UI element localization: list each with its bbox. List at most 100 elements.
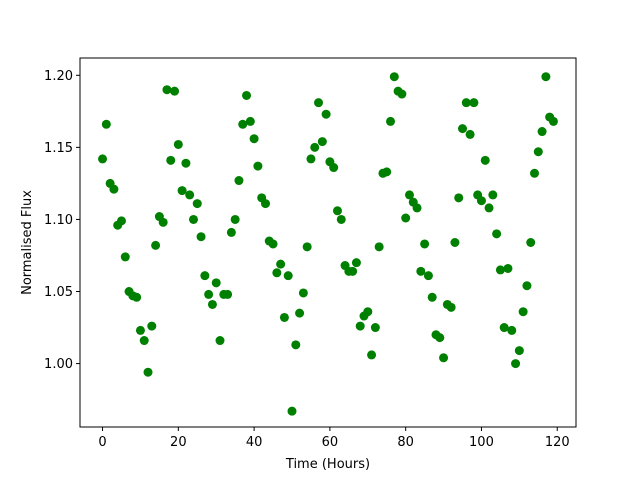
data-point: [469, 98, 479, 108]
data-point: [382, 167, 392, 177]
data-point: [249, 134, 259, 144]
data-point: [321, 109, 331, 119]
data-point: [537, 127, 547, 137]
data-points: [98, 72, 558, 416]
data-point: [548, 116, 558, 126]
data-point: [495, 265, 505, 275]
data-point: [522, 281, 532, 291]
data-point: [177, 186, 187, 196]
data-point: [450, 238, 460, 247]
data-point: [348, 266, 358, 276]
data-point: [192, 199, 202, 209]
data-point: [260, 199, 270, 209]
data-point: [507, 325, 517, 335]
data-point: [503, 263, 513, 273]
x-tick-label: 100: [469, 435, 494, 450]
y-axis-label: Normalised Flux: [20, 190, 35, 295]
data-point: [458, 124, 468, 134]
data-point: [276, 259, 286, 269]
data-point: [476, 196, 486, 206]
y-tick-label: 1.10: [44, 213, 73, 228]
data-point: [306, 154, 316, 164]
data-point: [454, 193, 464, 203]
data-point: [170, 86, 180, 96]
data-point: [245, 116, 255, 126]
data-point: [492, 229, 502, 239]
x-axis-ticks: 0 20 40 60 80 100 120: [98, 427, 570, 450]
x-tick-label: 80: [397, 435, 414, 450]
data-point: [332, 206, 342, 216]
data-point: [98, 154, 108, 164]
data-point: [484, 203, 494, 213]
x-tick-label: 60: [322, 435, 339, 450]
data-point: [132, 292, 142, 302]
data-point: [404, 190, 414, 200]
data-point: [279, 312, 289, 322]
data-point: [499, 323, 509, 333]
data-point: [351, 258, 361, 268]
data-point: [268, 239, 278, 249]
data-point: [291, 340, 301, 350]
data-point: [541, 72, 551, 82]
data-point: [329, 163, 339, 173]
data-point: [480, 155, 490, 165]
data-point: [465, 129, 475, 139]
data-point: [283, 271, 293, 281]
data-point: [420, 239, 430, 249]
data-point: [234, 176, 244, 186]
data-point: [211, 278, 221, 288]
y-axis-ticks: 1.00 1.05 1.10 1.15 1.20: [44, 69, 80, 372]
y-tick-label: 1.05: [44, 285, 73, 300]
data-point: [518, 307, 528, 317]
y-tick-label: 1.20: [44, 69, 73, 84]
data-point: [101, 119, 111, 129]
data-point: [166, 155, 176, 165]
data-point: [314, 98, 324, 108]
data-point: [435, 333, 445, 343]
data-point: [367, 350, 377, 360]
data-point: [336, 214, 346, 224]
x-tick-label: 0: [98, 435, 106, 450]
data-point: [514, 346, 524, 356]
data-point: [223, 289, 233, 299]
data-point: [196, 232, 206, 242]
data-point: [416, 266, 426, 276]
y-tick-label: 1.00: [44, 357, 73, 372]
data-point: [242, 90, 252, 100]
data-point: [109, 184, 119, 194]
data-point: [317, 137, 327, 147]
data-point: [215, 336, 225, 346]
data-point: [386, 116, 396, 126]
x-axis-label: Time (Hours): [285, 457, 370, 472]
data-point: [461, 98, 471, 108]
data-point: [230, 214, 240, 224]
data-point: [423, 271, 433, 281]
data-point: [147, 321, 157, 331]
data-point: [533, 147, 543, 157]
data-point: [226, 227, 236, 237]
data-point: [185, 190, 195, 200]
data-point: [143, 367, 153, 377]
x-tick-label: 40: [246, 435, 263, 450]
data-point: [397, 89, 407, 99]
data-point: [526, 238, 536, 247]
data-point: [401, 213, 411, 223]
data-point: [389, 72, 399, 82]
data-point: [135, 325, 145, 335]
data-point: [253, 161, 263, 171]
data-point: [287, 406, 297, 416]
data-point: [446, 302, 456, 312]
data-point: [298, 288, 308, 298]
plot-frame: [79, 57, 577, 428]
data-point: [158, 217, 168, 227]
x-tick-label: 20: [170, 435, 187, 450]
data-point: [374, 242, 384, 252]
data-point: [370, 323, 380, 333]
data-point: [427, 292, 437, 302]
data-point: [238, 119, 248, 129]
y-tick-label: 1.15: [44, 141, 73, 156]
data-point: [355, 321, 365, 331]
data-point: [188, 214, 198, 224]
data-point: [363, 307, 373, 317]
